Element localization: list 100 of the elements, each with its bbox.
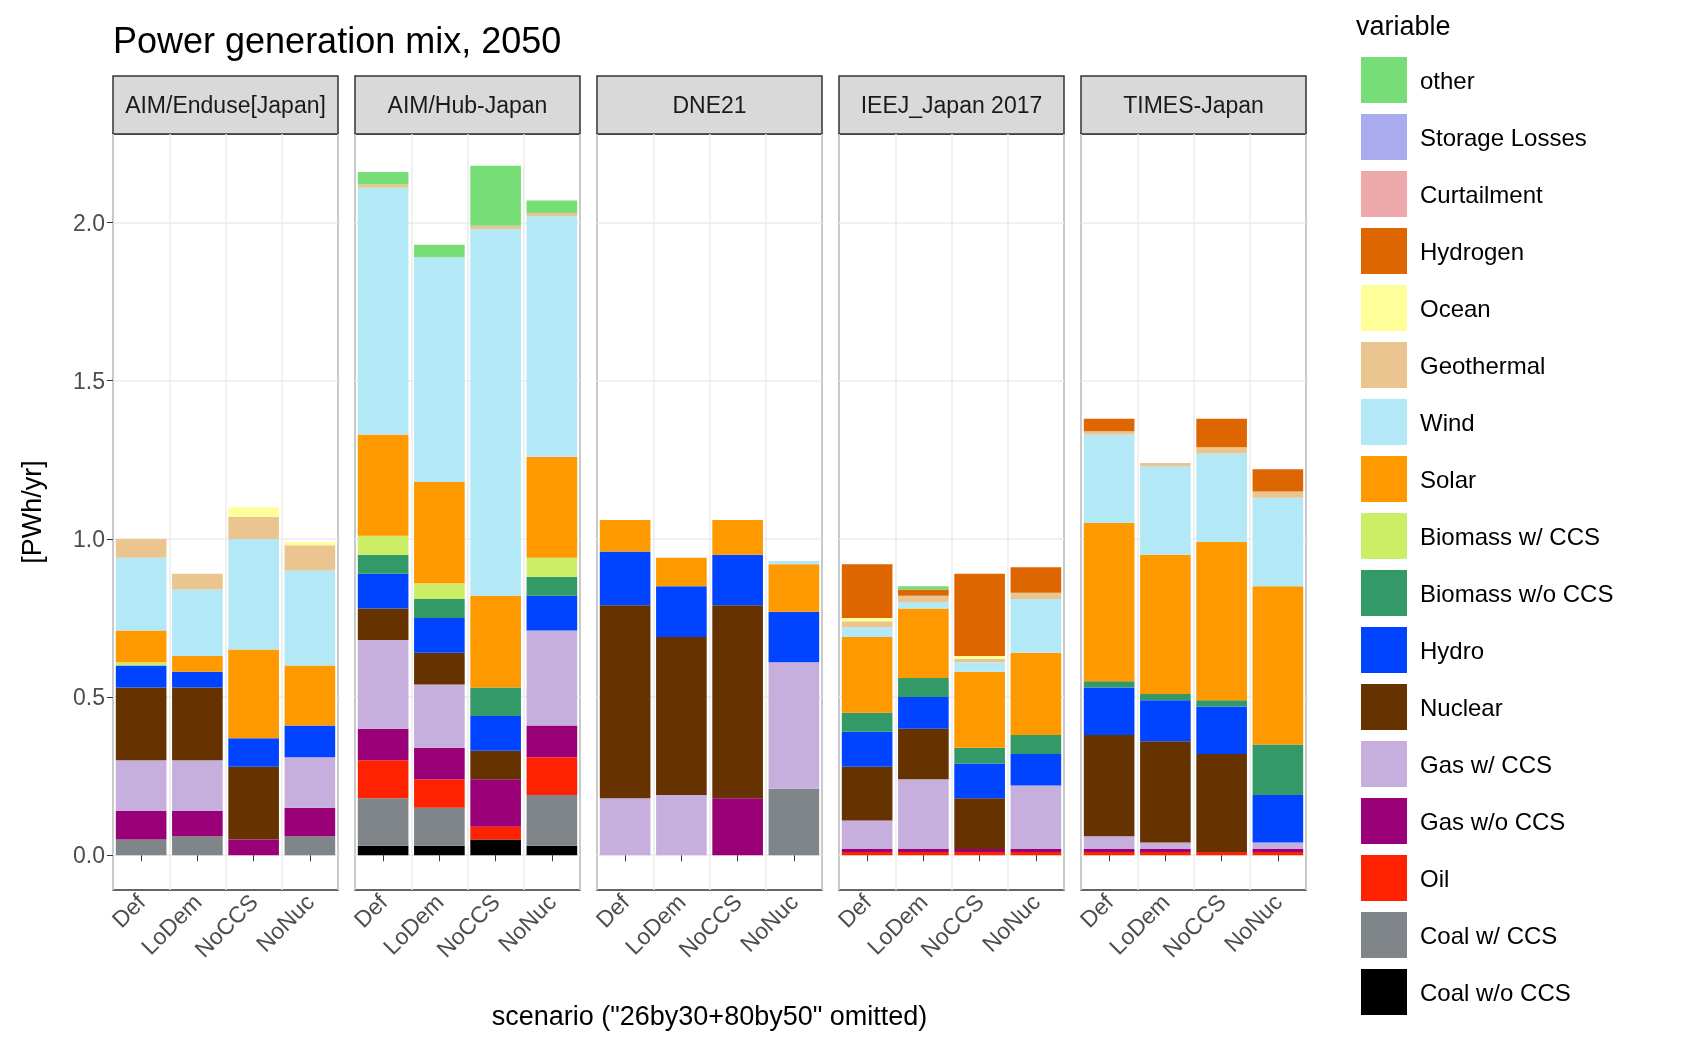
bar [1083, 735, 1135, 837]
bar [1252, 848, 1304, 853]
bar [115, 630, 167, 663]
bar [357, 535, 409, 555]
bar [712, 554, 763, 606]
bar [841, 712, 893, 732]
bar [898, 678, 949, 698]
bar [1252, 497, 1304, 587]
bar [172, 671, 223, 688]
bar [1010, 753, 1062, 786]
y-tick-label: 0.0 [73, 842, 105, 869]
bar [414, 747, 465, 780]
bar [898, 779, 949, 849]
bar [656, 586, 707, 637]
bar [357, 760, 409, 799]
bar [1083, 848, 1135, 853]
bar [898, 728, 949, 780]
chart-subtitle: AIM/Hub-Japan [387, 92, 548, 118]
bar [470, 225, 521, 229]
bar [1010, 567, 1062, 593]
bar [841, 621, 893, 628]
bar [1083, 431, 1135, 435]
bar [768, 788, 820, 856]
bar [526, 213, 578, 217]
bar [1196, 706, 1247, 754]
bar [898, 586, 949, 590]
bar [470, 165, 521, 226]
bar [470, 687, 521, 717]
bar [414, 481, 465, 584]
chart-title: Power generation mix, 2050 [113, 19, 562, 61]
bar [414, 257, 465, 482]
legend-label: Solar [1420, 465, 1477, 493]
legend-label: Oil [1420, 864, 1450, 892]
bar [1010, 592, 1062, 599]
bar [954, 848, 1005, 853]
bar [1252, 744, 1304, 796]
bar [841, 766, 893, 821]
bar [898, 602, 949, 609]
bar [954, 573, 1005, 656]
legend-label: Geothermal [1420, 351, 1546, 379]
bar [172, 655, 223, 672]
bar [954, 852, 1005, 856]
x-axis-title: scenario ("26by30+80by50" omitted) [491, 1000, 928, 1031]
bar [470, 750, 521, 780]
bar [172, 810, 223, 837]
bar [526, 725, 578, 758]
bar [357, 171, 409, 185]
bar [954, 747, 1005, 764]
bar [1196, 447, 1247, 454]
bar [357, 608, 409, 641]
y-tick-label: 2.0 [73, 209, 105, 236]
bar [1083, 523, 1135, 682]
bar [768, 564, 820, 612]
legend-label: Coal w/ CCS [1420, 921, 1558, 949]
bar [284, 665, 336, 726]
bar [172, 836, 223, 856]
bar [841, 636, 893, 713]
bar [841, 731, 893, 767]
bar [115, 662, 167, 666]
bar [1010, 652, 1062, 735]
bar [1252, 586, 1304, 745]
y-tick-label: 0.5 [73, 684, 105, 711]
bar [841, 852, 893, 856]
legend-label: Coal w/o CCS [1420, 978, 1571, 1006]
bar [954, 662, 1005, 672]
bar [1140, 693, 1191, 701]
bar [172, 573, 223, 590]
bar [115, 665, 167, 688]
bar [768, 611, 820, 663]
legend-label: Ocean [1420, 294, 1491, 322]
bar [1140, 554, 1191, 694]
bar [115, 687, 167, 761]
bar [414, 583, 465, 599]
bar [357, 845, 409, 856]
bar [172, 589, 223, 656]
bar [1196, 753, 1247, 853]
bar [414, 779, 465, 808]
bar [414, 807, 465, 846]
bar [526, 200, 578, 214]
bar [712, 798, 763, 856]
bar [228, 516, 279, 539]
bar [1196, 852, 1247, 856]
bar [357, 187, 409, 435]
bar [954, 763, 1005, 799]
bar [115, 538, 167, 558]
bar [656, 557, 707, 587]
bar [115, 760, 167, 811]
bar [1010, 598, 1062, 653]
bar [470, 228, 521, 596]
bar [526, 630, 578, 726]
bar [526, 557, 578, 577]
bar [954, 659, 1005, 663]
bar [526, 595, 578, 631]
bar [470, 779, 521, 827]
bar [1010, 785, 1062, 849]
bar [954, 655, 1005, 660]
bar [1140, 466, 1191, 555]
bar [898, 595, 949, 603]
bar [115, 810, 167, 840]
bar [414, 652, 465, 685]
